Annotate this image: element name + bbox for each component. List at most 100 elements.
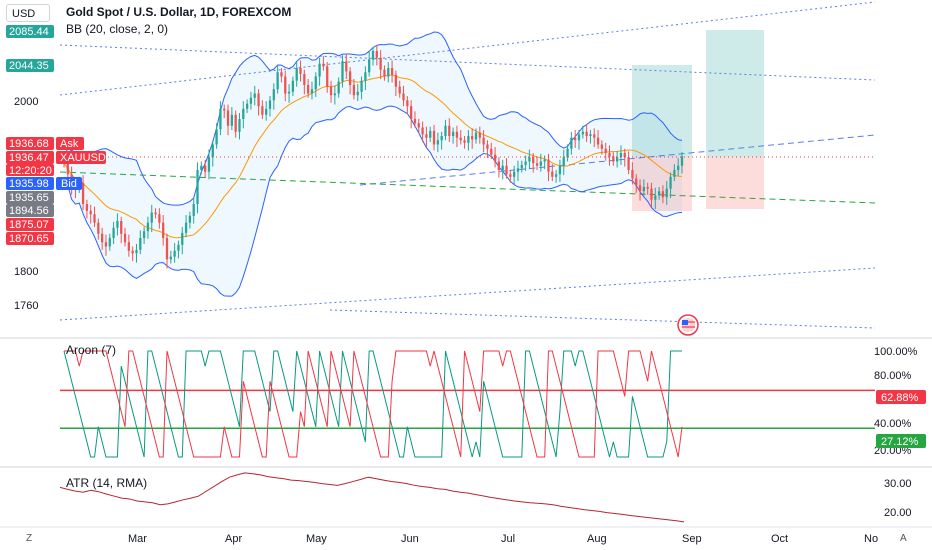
candle-body	[539, 161, 542, 166]
time-tick-label: Aug	[587, 533, 607, 545]
time-tick-label: Oct	[771, 533, 788, 545]
candle-body	[398, 86, 401, 94]
timezone-icon[interactable]: Z	[26, 533, 33, 544]
ask-tag: 1936.68 Ask	[6, 137, 84, 150]
candle-body	[642, 187, 645, 192]
candle-body	[196, 170, 199, 204]
candle-body	[322, 63, 325, 67]
candle-body	[596, 137, 600, 145]
trendline	[59, 267, 876, 321]
candle-body	[387, 68, 390, 77]
candle-body	[657, 191, 661, 196]
candle-body	[169, 256, 172, 260]
candle-body	[204, 165, 207, 172]
candle-body	[318, 63, 321, 77]
candle-body	[551, 171, 554, 177]
candle-body	[631, 170, 634, 179]
candle-body	[524, 161, 527, 165]
price-tag-gray-2-value: 1894.56	[9, 205, 49, 217]
candle-body	[177, 244, 180, 251]
trendlines	[59, 1, 876, 329]
price-tick-label: 1800	[14, 266, 38, 278]
candle-body	[589, 134, 592, 136]
aroon-down-value: 62.88%	[881, 392, 919, 404]
bb-legend[interactable]: BB (20, close, 2, 0)	[66, 22, 168, 36]
candle-body	[184, 222, 188, 233]
price-tag-gray-2: 1894.56	[6, 204, 54, 217]
candle-body	[295, 68, 298, 81]
candle-body	[135, 249, 138, 254]
candle-body	[604, 148, 607, 153]
bid-value: 1935.98	[9, 178, 49, 190]
time-tick-label: May	[306, 533, 327, 545]
candle-body	[223, 108, 226, 111]
candle-body	[230, 114, 233, 126]
candle-body	[535, 163, 539, 166]
auto-scale-icon[interactable]: A	[900, 533, 907, 544]
candle-body	[532, 157, 535, 164]
candle-body	[249, 97, 253, 104]
candle-body	[200, 165, 203, 170]
candle-body	[627, 157, 630, 170]
position-tools[interactable]	[632, 30, 764, 211]
time-tick-label: Apr	[225, 533, 242, 545]
candle-body	[123, 233, 127, 243]
time-tick-label: Jul	[501, 533, 515, 545]
candle-body	[467, 136, 470, 143]
candle-body	[150, 212, 153, 223]
candlestick-series	[62, 45, 684, 269]
candle-body	[314, 76, 317, 90]
candle-body	[341, 61, 344, 82]
candle-body	[356, 91, 359, 96]
aroon-down-tag: 62.88%	[876, 390, 926, 404]
candle-body	[444, 125, 447, 136]
candle-body	[394, 74, 398, 87]
candle-body	[303, 73, 306, 85]
time-tick-label: Sep	[682, 533, 702, 545]
ask-value: 1936.68	[9, 138, 49, 150]
candle-body	[326, 66, 329, 87]
candle-body	[451, 131, 455, 136]
candle-body	[402, 93, 405, 101]
candle-body	[238, 119, 241, 132]
candle-body	[463, 140, 466, 143]
candle-body	[207, 157, 211, 172]
candle-body	[493, 154, 497, 162]
candle-body	[234, 114, 237, 132]
candle-body	[226, 110, 230, 126]
candle-body	[215, 129, 218, 145]
candle-body	[554, 174, 558, 177]
atr-legend[interactable]: ATR (14, RMA)	[66, 476, 147, 490]
time-tick-label: No	[864, 533, 878, 545]
candle-body	[448, 125, 451, 136]
candle-body	[131, 250, 134, 254]
candle-body	[455, 131, 459, 138]
price-tag-red-1: 1875.07	[6, 218, 54, 231]
aroon-legend[interactable]: Aroon (7)	[66, 343, 116, 357]
candle-body	[612, 156, 615, 162]
candle-body	[360, 80, 363, 92]
chart-title: Gold Spot / U.S. Dollar, 1D, FOREXCOM	[66, 5, 291, 19]
candle-body	[383, 69, 386, 77]
candle-body	[173, 250, 176, 257]
trendline	[59, 44, 876, 81]
bollinger-bands	[63, 31, 683, 297]
candle-body	[410, 106, 413, 119]
candle-body	[116, 221, 119, 228]
ask-label: Ask	[60, 138, 79, 150]
candle-body	[562, 157, 565, 166]
currency-button[interactable]: USD	[6, 4, 50, 22]
candle-body	[272, 89, 275, 101]
candle-body	[654, 195, 657, 200]
candle-body	[669, 176, 672, 189]
candle-body	[497, 161, 501, 170]
candle-body	[299, 68, 302, 74]
aroon-tick-label: 40.00%	[874, 418, 912, 430]
time-tick-label: Mar	[128, 533, 147, 545]
us-flag-icon[interactable]	[677, 314, 699, 336]
candle-body	[528, 157, 531, 162]
trendline	[59, 1, 876, 96]
candle-body	[348, 71, 352, 85]
candle-body	[276, 72, 279, 90]
